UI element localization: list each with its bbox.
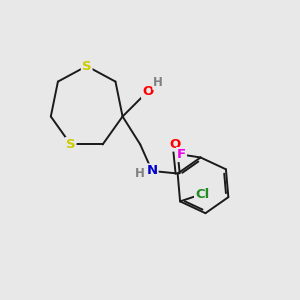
Text: O: O bbox=[169, 138, 180, 151]
Text: S: S bbox=[66, 138, 76, 151]
Text: H: H bbox=[135, 167, 145, 180]
Text: F: F bbox=[177, 148, 186, 161]
Text: N: N bbox=[146, 164, 158, 178]
Text: S: S bbox=[82, 60, 92, 73]
Text: H: H bbox=[153, 76, 163, 89]
Text: O: O bbox=[142, 85, 153, 98]
Text: Cl: Cl bbox=[195, 188, 209, 200]
